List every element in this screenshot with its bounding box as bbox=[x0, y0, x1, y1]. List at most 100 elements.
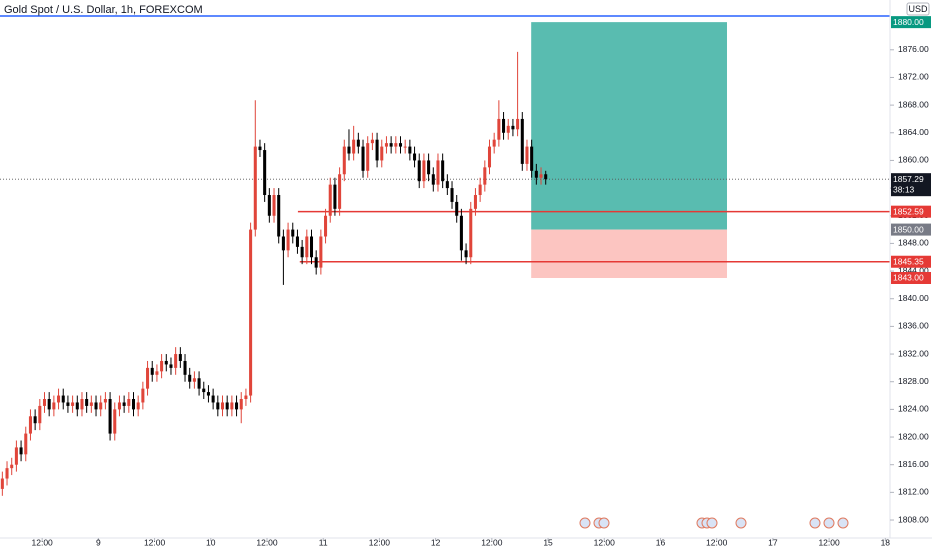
candle-body bbox=[483, 167, 487, 185]
y-tick-label: 1836.00 bbox=[898, 321, 929, 331]
candle-body bbox=[333, 184, 337, 209]
y-tick-label: 1876.00 bbox=[898, 44, 929, 54]
candle-body bbox=[394, 143, 398, 147]
y-tick-label: 1820.00 bbox=[898, 431, 929, 441]
candle-body bbox=[197, 378, 201, 389]
candle-body bbox=[136, 402, 140, 410]
candle-body bbox=[230, 402, 234, 410]
candle-body bbox=[534, 170, 538, 178]
last-price-box bbox=[891, 173, 931, 197]
candle-body bbox=[131, 399, 136, 410]
candle-body bbox=[164, 360, 168, 365]
candle-body bbox=[42, 399, 47, 406]
candle-body bbox=[319, 236, 323, 268]
candle-body bbox=[258, 146, 262, 151]
candle-body bbox=[347, 146, 351, 154]
candle-body bbox=[464, 250, 468, 258]
line-label: 1845.35 bbox=[893, 256, 924, 266]
candle-body bbox=[113, 409, 117, 434]
candle-body bbox=[291, 229, 295, 237]
event-icons bbox=[579, 517, 849, 529]
candle-body bbox=[47, 399, 51, 410]
candle-body bbox=[24, 433, 28, 455]
candle-body bbox=[459, 215, 463, 251]
candle-body bbox=[178, 354, 182, 361]
candle-body bbox=[389, 143, 393, 147]
event-icon bbox=[809, 517, 821, 529]
candle-body bbox=[530, 146, 534, 171]
candle-body bbox=[52, 402, 56, 410]
candle-body bbox=[281, 236, 285, 251]
candle-body bbox=[309, 236, 314, 258]
candle-body bbox=[520, 118, 524, 164]
y-tick-label: 1848.00 bbox=[898, 238, 929, 248]
candle-body bbox=[384, 143, 388, 147]
candle-body bbox=[497, 118, 501, 140]
candle-body bbox=[487, 146, 492, 168]
candle-body bbox=[141, 388, 145, 403]
candle-body bbox=[188, 374, 192, 382]
entry-label-box bbox=[891, 223, 931, 236]
stop-label-box bbox=[891, 271, 931, 284]
last-price-label: 1857.29 bbox=[893, 174, 924, 184]
countdown-label: 38:13 bbox=[893, 184, 915, 194]
candle-body bbox=[160, 360, 164, 372]
candle-body bbox=[511, 125, 515, 130]
x-tick-label: 12:00 bbox=[369, 537, 391, 547]
y-tick-label: 1824.00 bbox=[898, 404, 929, 414]
candle-body bbox=[99, 402, 103, 410]
candle-body bbox=[544, 174, 548, 180]
candle-body bbox=[28, 416, 32, 434]
target-label-box bbox=[891, 16, 931, 29]
candle-body bbox=[253, 146, 257, 230]
candle-body bbox=[473, 195, 477, 209]
candle-body bbox=[103, 399, 107, 403]
event-icon bbox=[579, 517, 591, 529]
candle-body bbox=[366, 143, 370, 171]
candle-body bbox=[445, 181, 449, 189]
loss-zone bbox=[531, 229, 727, 278]
candle-body bbox=[417, 160, 421, 182]
y-tick-label: 1832.00 bbox=[898, 348, 929, 358]
candle-body bbox=[277, 195, 281, 237]
candle-body bbox=[305, 236, 309, 258]
candle-body bbox=[122, 402, 126, 406]
x-tick-label: 12:00 bbox=[32, 537, 54, 547]
line-label-box bbox=[891, 255, 931, 268]
candle-body bbox=[66, 402, 70, 406]
event-icon bbox=[837, 517, 849, 529]
candle-body bbox=[89, 402, 93, 406]
candle-body bbox=[5, 468, 9, 479]
candle-body bbox=[300, 246, 304, 258]
y-tick-label: 1828.00 bbox=[898, 376, 929, 386]
candle-body bbox=[516, 118, 520, 130]
x-tick-label: 10 bbox=[206, 537, 216, 547]
candle-body bbox=[295, 236, 299, 247]
candle-body bbox=[220, 402, 225, 410]
line-label-box bbox=[891, 205, 931, 218]
candle-body bbox=[14, 447, 18, 465]
candle-body bbox=[0, 478, 4, 489]
event-icon bbox=[823, 517, 835, 529]
candle-body bbox=[403, 146, 407, 148]
x-tick-label: 15 bbox=[543, 537, 553, 547]
y-tick-label: 1812.00 bbox=[898, 487, 929, 497]
x-tick-label: 12:00 bbox=[144, 537, 166, 547]
profit-zone bbox=[531, 22, 727, 230]
y-tick-label: 1808.00 bbox=[898, 514, 929, 524]
currency-box bbox=[906, 2, 930, 16]
x-tick-label: 12:00 bbox=[818, 537, 840, 547]
y-tick-label: 1844.00 bbox=[898, 265, 929, 275]
candle-body bbox=[352, 139, 356, 154]
candle-body bbox=[375, 139, 379, 161]
candle-body bbox=[539, 174, 543, 178]
candle-body bbox=[33, 416, 37, 424]
candle-body bbox=[427, 160, 431, 175]
x-tick-label: 9 bbox=[96, 537, 101, 547]
candle-body bbox=[478, 184, 482, 196]
x-tick-label: 18 bbox=[881, 537, 891, 547]
x-tick-label: 12:00 bbox=[256, 537, 278, 547]
currency-label: USD bbox=[908, 4, 928, 14]
candle-body bbox=[202, 388, 206, 393]
